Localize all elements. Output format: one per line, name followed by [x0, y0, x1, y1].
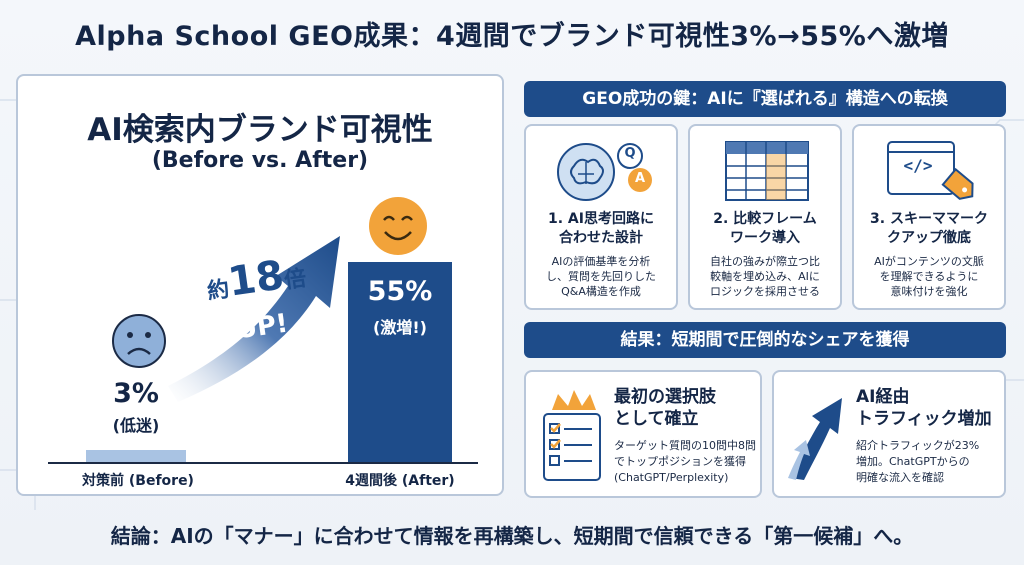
result-desc-line-1: 紹介トラフィックが23% — [856, 439, 980, 452]
result-desc-line-2: 増加。ChatGPTからの — [856, 455, 970, 468]
bar-after — [348, 262, 452, 462]
category-after: 4週間後 (After) — [345, 473, 455, 489]
card-title-line-1: 3. スキーママーク — [870, 211, 988, 227]
bar-before — [86, 450, 186, 462]
card-desc-line-3: ロジックを採用させる — [710, 285, 820, 298]
card-desc-line-2: 較軸を埋め込み、AIに — [710, 270, 820, 283]
before-note: (低迷) — [112, 416, 160, 435]
card-title-line-2: 合わせた設計 — [559, 230, 643, 246]
card-title-line-1: 1. AI思考回路に — [548, 211, 654, 227]
result-title-line-1: 最初の選択肢 — [614, 387, 716, 407]
x-axis — [48, 462, 478, 464]
conclusion: 結論：AIの「マナー」に合わせて情報を再構築し、短期間で信頼できる「第一候補」へ… — [110, 524, 914, 548]
result-card-1: 最初の選択肢 として確立 ターゲット質問の10問中8問 でトップポジションを獲得… — [524, 370, 762, 498]
a-glyph: A — [634, 171, 646, 186]
result-desc-line-1: ターゲット質問の10問中8問 — [614, 439, 756, 452]
chart-title: AI検索内ブランド可視性 — [87, 112, 433, 148]
card-title-line-2: ワーク導入 — [730, 230, 800, 246]
result-desc-line-2: でトップポジションを獲得 — [614, 455, 746, 468]
q-glyph: Q — [624, 146, 636, 161]
result-desc-line-3: (ChatGPT/Perplexity) — [614, 471, 729, 484]
chart-subtitle: (Before vs. After) — [151, 148, 369, 173]
card-title-line-2: クアップ徹底 — [887, 230, 971, 246]
result-title-line-2: として確立 — [614, 409, 699, 429]
happy-face-icon — [369, 197, 427, 255]
after-value: 55% — [367, 276, 433, 307]
comparison-table-icon — [725, 141, 809, 201]
before-value: 3% — [113, 378, 159, 409]
card-desc-line-1: AIの評価基準を分析 — [551, 255, 651, 268]
card-title-line-1: 2. 比較フレーム — [713, 211, 817, 227]
card-desc-line-1: 自社の強みが際立つ比 — [710, 255, 820, 268]
card-desc-line-3: 意味付けを強化 — [890, 285, 968, 298]
growth-arrow-icon — [788, 398, 842, 480]
result-title-line-1: AI経由 — [856, 387, 910, 407]
multiplier-number: 18 — [225, 252, 287, 306]
result-desc-line-3: 明確な流入を確認 — [856, 471, 944, 484]
card-desc-line-2: を理解できるように — [879, 270, 979, 283]
category-before: 対策前 (Before) — [82, 473, 194, 489]
brain-qa-icon — [557, 143, 652, 201]
result-title-line-2: トラフィック増加 — [856, 409, 992, 429]
multiplier-suffix: 倍 — [282, 266, 309, 294]
key-card-2: 2. 比較フレーム ワーク導入 自社の強みが際立つ比 較軸を埋め込み、AIに ロ… — [688, 124, 842, 310]
code-glyph: </> — [903, 156, 933, 175]
visibility-chart-panel: AI検索内ブランド可視性 (Before vs. After) 約18倍 UP!… — [16, 74, 504, 496]
card-desc-line-3: Q&A構造を作成 — [561, 285, 641, 298]
results-header: 結果：短期間で圧倒的なシェアを獲得 — [524, 322, 1006, 358]
card-desc-line-2: し、質問を先回りした — [546, 270, 656, 283]
key-card-1: Q A 1. AI思考回路に 合わせた設計 AIの評価基準を分析 し、質問を先回… — [524, 124, 678, 310]
crown-checklist-icon — [543, 390, 601, 481]
growth-arrow-graphic — [168, 236, 340, 402]
card-desc-line-1: AIがコンテンツの文脈 — [874, 255, 984, 268]
key-card-3: </> 3. スキーママーク クアップ徹底 AIがコンテンツの文脈 を理解できる… — [852, 124, 1006, 310]
after-note: (激増!) — [373, 318, 427, 337]
code-tag-icon — [887, 141, 974, 200]
sad-face-icon — [112, 314, 166, 368]
page-title: Alpha School GEO成果：4週間でブランド可視性3%→55%へ激増 — [75, 21, 949, 52]
result-card-2: AI経由 トラフィック増加 紹介トラフィックが23% 増加。ChatGPTからの… — [772, 370, 1006, 498]
keys-header: GEO成功の鍵：AIに『選ばれる』構造への転換 — [524, 81, 1006, 117]
